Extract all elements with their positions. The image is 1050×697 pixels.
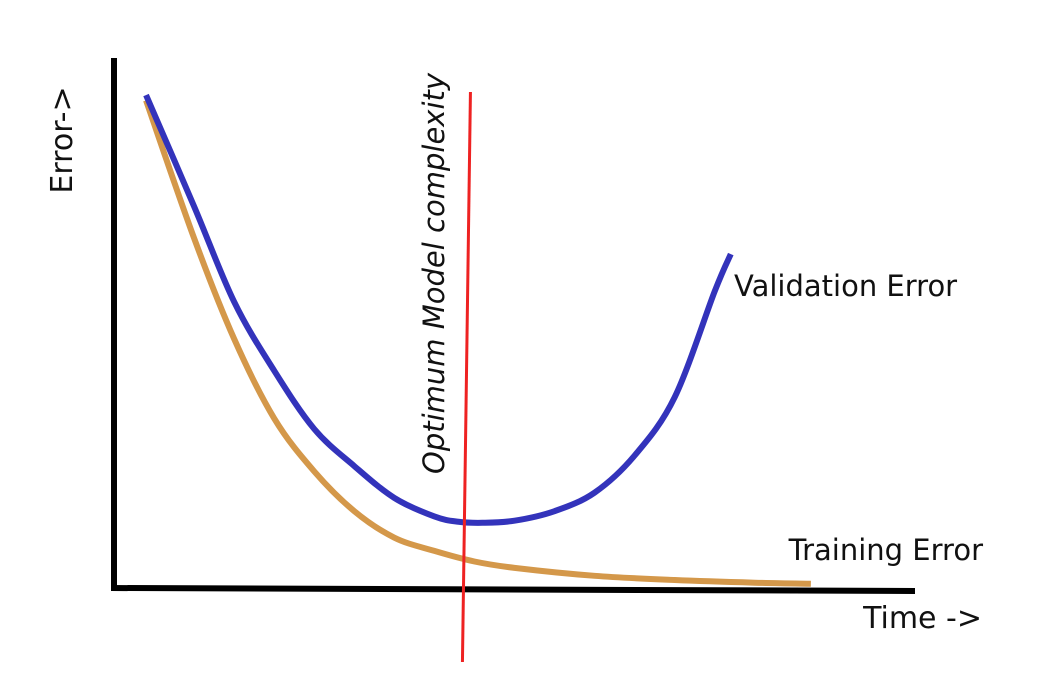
y-axis-label: Error-> [45, 86, 80, 193]
x-axis-label: Time -> [862, 601, 982, 636]
x-axis [110, 585, 916, 594]
optimum-complexity-line [460, 91, 472, 663]
training-error-label: Training Error [788, 533, 983, 567]
training-error-line [143, 99, 811, 587]
validation-error-line [143, 93, 734, 526]
validation-error-label: Validation Error [734, 269, 957, 303]
optimum-complexity-annotation: Optimum Model complexity [417, 72, 451, 474]
series-layer [143, 93, 811, 587]
